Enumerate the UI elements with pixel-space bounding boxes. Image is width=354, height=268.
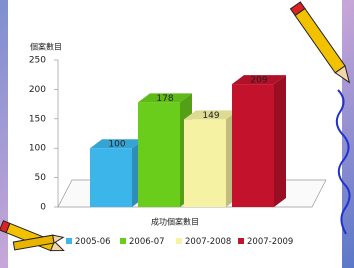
legend-label: 2007-2009 <box>247 237 293 247</box>
value-label: 149 <box>202 111 219 121</box>
value-label: 178 <box>156 94 173 104</box>
legend-swatch <box>238 238 244 244</box>
y-tick-label: 100 <box>29 144 46 154</box>
value-label: 100 <box>108 140 125 150</box>
y-tick-label: 250 <box>29 56 46 66</box>
bar <box>90 148 132 207</box>
bar <box>232 84 274 207</box>
chart: 個案數目 成功個案數目 0 50 100 150 200 250 100 2005-06 178… <box>0 0 354 268</box>
legend-label: 2007-2008 <box>185 237 231 247</box>
value-label: 209 <box>250 76 267 86</box>
y-axis-label: 個案數目 <box>30 42 62 52</box>
bar <box>138 102 180 207</box>
legend-swatch <box>120 238 126 244</box>
bar <box>184 119 226 207</box>
legend-label: 2005-06 <box>75 237 111 247</box>
y-tick-label: 50 <box>35 173 47 183</box>
legend-swatch <box>176 238 182 244</box>
y-tick-label: 200 <box>29 85 46 95</box>
legend-swatch <box>66 238 72 244</box>
x-axis-label: 成功個案數目 <box>151 217 199 227</box>
y-tick-label: 0 <box>40 203 46 213</box>
y-tick-label: 150 <box>29 114 46 124</box>
legend-label: 2006-07 <box>129 237 165 247</box>
bar-side <box>274 75 286 207</box>
